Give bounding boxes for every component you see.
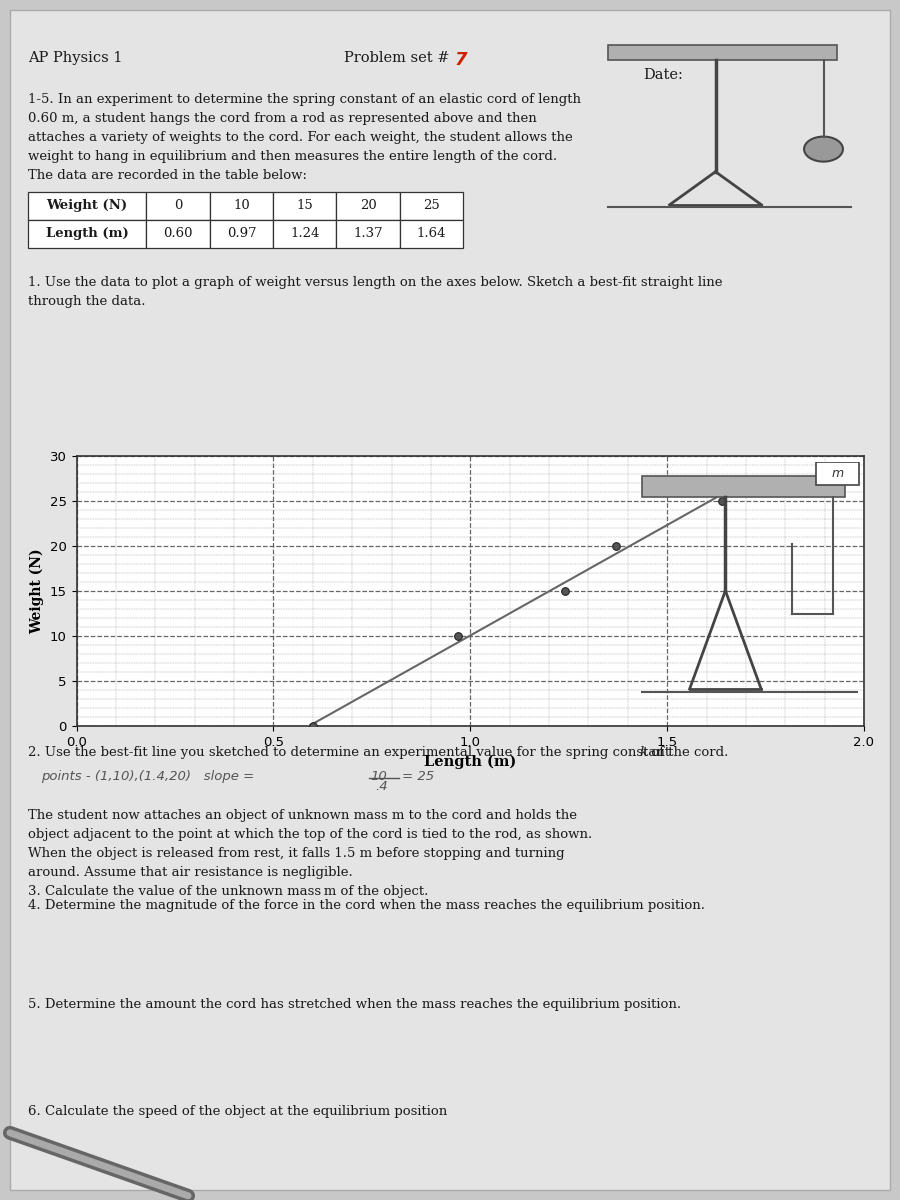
Text: 1. Use the data to plot a graph of weight versus length on the axes below. Sketc: 1. Use the data to plot a graph of weigh… [28, 276, 722, 288]
Text: around. Assume that air resistance is negligible.: around. Assume that air resistance is ne… [28, 866, 353, 878]
Text: The data are recorded in the table below:: The data are recorded in the table below… [28, 168, 307, 181]
Text: 25: 25 [423, 199, 440, 212]
Bar [400, 220, 464, 247]
Circle shape [804, 137, 843, 162]
Text: The student now attaches an object of unknown mass m to the cord and holds the: The student now attaches an object of un… [28, 809, 577, 822]
Text: Name:: Name: [644, 48, 698, 61]
Bar [816, 462, 859, 485]
Text: AP Physics 1: AP Physics 1 [28, 52, 122, 65]
Text: 1.37: 1.37 [354, 227, 383, 240]
Bar [337, 220, 400, 247]
Text: 15: 15 [296, 199, 313, 212]
Bar [273, 220, 337, 247]
Text: attaches a variety of weights to the cord. For each weight, the student allows t: attaches a variety of weights to the cor… [28, 131, 572, 144]
Text: 20: 20 [360, 199, 376, 212]
Bar [273, 192, 337, 220]
Text: 10: 10 [233, 199, 250, 212]
Text: Alan S.: Alan S. [698, 48, 749, 62]
Text: 7: 7 [454, 52, 467, 70]
Text: 0: 0 [174, 199, 183, 212]
Text: 1.64: 1.64 [417, 227, 446, 240]
X-axis label: Length (m): Length (m) [424, 755, 517, 769]
Text: m: m [832, 467, 843, 480]
Bar [28, 220, 147, 247]
Text: Date:: Date: [644, 68, 683, 82]
Y-axis label: Weight (N): Weight (N) [30, 548, 44, 634]
Bar [147, 220, 210, 247]
Bar [642, 476, 844, 497]
Text: object adjacent to the point at which the top of the cord is tied to the rod, as: object adjacent to the point at which th… [28, 828, 592, 841]
Text: = 25: = 25 [402, 770, 435, 782]
Text: through the data.: through the data. [28, 294, 145, 307]
Text: 10: 10 [371, 770, 388, 782]
Text: 0.60: 0.60 [163, 227, 193, 240]
Text: 2. Use the best-fit line you sketched to determine an experimental value for the: 2. Use the best-fit line you sketched to… [28, 746, 674, 760]
Bar [210, 220, 273, 247]
Text: .4: .4 [375, 780, 388, 793]
Bar [210, 192, 273, 220]
Bar [147, 192, 210, 220]
Text: points - (1,10),(1.4,20)   slope =: points - (1,10),(1.4,20) slope = [40, 770, 258, 782]
Text: Length (m): Length (m) [46, 227, 129, 240]
Text: 0.60 m, a student hangs the cord from a rod as represented above and then: 0.60 m, a student hangs the cord from a … [28, 112, 536, 125]
Bar [337, 192, 400, 220]
Bar [608, 44, 837, 60]
Text: Problem set #: Problem set # [345, 52, 450, 65]
Text: Weight (N): Weight (N) [47, 199, 128, 212]
Text: 5. Determine the amount the cord has stretched when the mass reaches the equilib: 5. Determine the amount the cord has str… [28, 997, 680, 1010]
Text: weight to hang in equilibrium and then measures the entire length of the cord.: weight to hang in equilibrium and then m… [28, 150, 557, 162]
Text: 6. Calculate the speed of the object at the equilibrium position: 6. Calculate the speed of the object at … [28, 1105, 447, 1118]
Bar [28, 192, 147, 220]
Text: When the object is released from rest, it falls 1.5 m before stopping and turnin: When the object is released from rest, i… [28, 847, 564, 860]
Text: 4. Determine the magnitude of the force in the cord when the mass reaches the eq: 4. Determine the magnitude of the force … [28, 899, 705, 912]
Bar [400, 192, 464, 220]
Text: 1.24: 1.24 [290, 227, 320, 240]
Text: k: k [639, 746, 647, 760]
Text: 0.97: 0.97 [227, 227, 256, 240]
Text: 1-5. In an experiment to determine the spring constant of an elastic cord of len: 1-5. In an experiment to determine the s… [28, 92, 580, 106]
Text: of the cord.: of the cord. [647, 746, 728, 760]
Text: 3. Calculate the value of the unknown mass m of the object.: 3. Calculate the value of the unknown ma… [28, 884, 428, 898]
